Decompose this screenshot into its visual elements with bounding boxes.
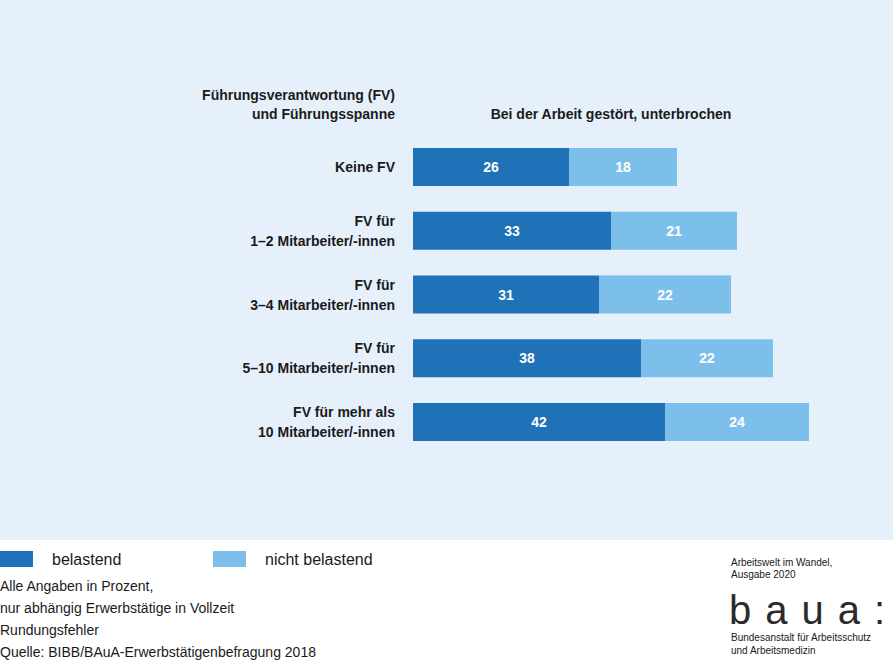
data-label: 18	[615, 159, 631, 175]
category-label: FV für1–2 Mitarbeiter/-innen	[250, 213, 395, 249]
note: Quelle: BIBB/BAuA-Erwerbstätigenbefragun…	[0, 644, 316, 660]
bar	[569, 148, 677, 186]
data-label: 31	[498, 287, 514, 303]
data-label: 22	[657, 287, 673, 303]
institution: Bundesanstalt für Arbeitsschutzund Arbei…	[731, 632, 871, 656]
logo: baua:	[729, 588, 893, 632]
data-label: 26	[483, 159, 499, 175]
category-label: FV für mehr als10 Mitarbeiter/-innen	[258, 404, 395, 440]
data-labels: 26 18 33 21 31 22 38 22 42 24	[483, 159, 745, 430]
data-label: 42	[531, 414, 547, 430]
legend-label: nicht belastend	[265, 551, 373, 568]
category-label: FV für5–10 Mitarbeiter/-innen	[243, 340, 396, 376]
legend-label: belastend	[52, 551, 121, 568]
note: Alle Angaben in Prozent,	[0, 578, 153, 594]
bar	[413, 339, 641, 377]
publication: Arbeitswelt im Wandel,Ausgabe 2020	[731, 557, 832, 580]
bar	[599, 276, 731, 314]
bar	[611, 212, 737, 250]
data-label: 22	[699, 350, 715, 366]
category-label: FV für3–4 Mitarbeiter/-innen	[250, 277, 395, 313]
legend-swatch	[0, 551, 33, 567]
bars	[413, 148, 809, 441]
title: Bei der Arbeit gestört, unterbrochen	[491, 106, 732, 122]
bar	[413, 148, 569, 186]
data-label: 21	[666, 223, 682, 239]
data-label: 33	[504, 223, 520, 239]
bar	[413, 212, 611, 250]
note: Rundungsfehler	[0, 622, 99, 638]
chart: Führungsverantwortung (FV)und Führungssp…	[0, 0, 893, 663]
axis-label: Führungsverantwortung (FV)und Führungssp…	[202, 87, 395, 122]
bar	[665, 403, 809, 441]
data-label: 38	[519, 350, 535, 366]
legend-swatch	[213, 551, 246, 567]
data-label: 24	[729, 414, 745, 430]
bar	[641, 339, 773, 377]
background	[0, 0, 893, 540]
bar	[413, 276, 599, 314]
bar	[413, 403, 665, 441]
category-label: Keine FV	[335, 159, 396, 175]
note: nur abhängig Erwerbstätige in Vollzeit	[0, 600, 234, 616]
